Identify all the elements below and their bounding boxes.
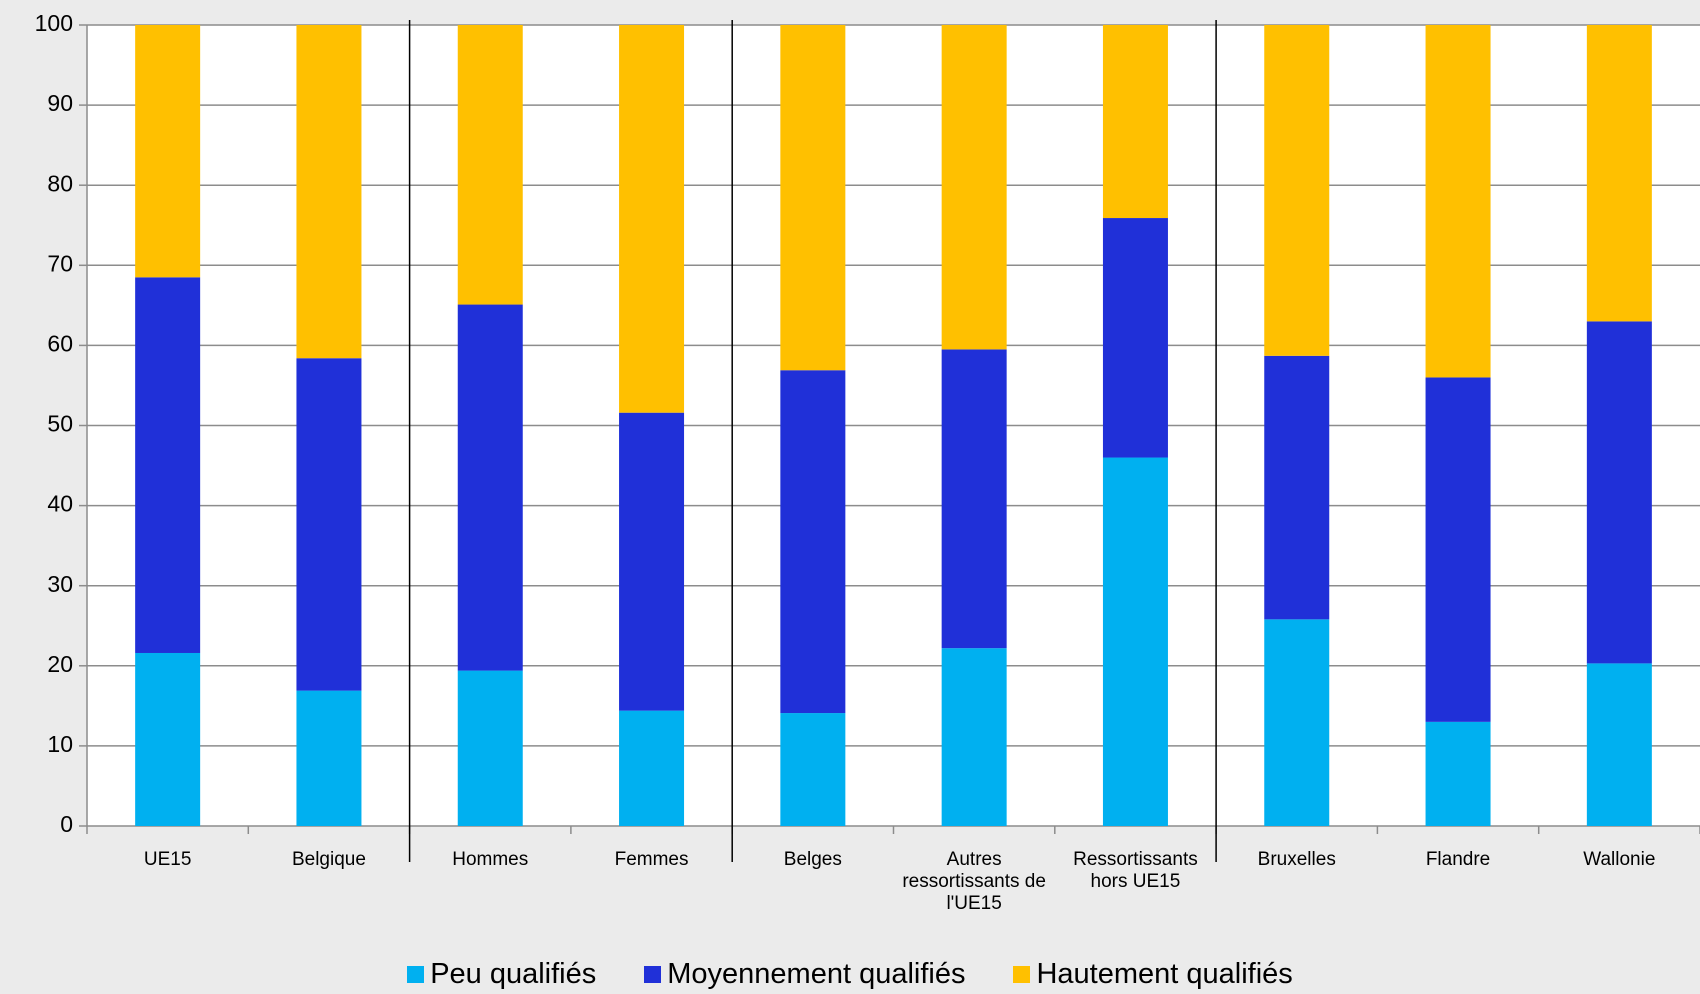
legend-label: Hautement qualifiés	[1036, 958, 1293, 990]
x-tick-label: Wallonie	[1583, 849, 1656, 870]
bar-segment	[1425, 721, 1491, 826]
x-tick-label: Belgique	[291, 849, 366, 870]
bar-segment	[1425, 25, 1491, 378]
bar-segment	[1264, 25, 1330, 356]
legend-item: Peu qualifiés	[407, 958, 596, 991]
bar-segment	[1102, 218, 1168, 458]
legend-item: Hautement qualifiés	[1013, 958, 1293, 991]
y-tick-label: 70	[47, 250, 73, 276]
bar-segment	[1102, 25, 1168, 219]
legend-label: Moyennement qualifiés	[667, 958, 966, 990]
legend-swatch	[644, 966, 662, 983]
bar-segment	[1425, 377, 1491, 722]
y-tick-label: 80	[47, 170, 73, 196]
bar-segment	[1586, 25, 1652, 322]
bar-segment	[619, 710, 685, 826]
x-tick-label: UE15	[143, 849, 192, 870]
bar-segment	[135, 277, 201, 653]
bar-segment	[296, 690, 362, 826]
bar-segment	[135, 652, 201, 826]
legend: Peu qualifiés Moyennement qualifiés Hautem…	[0, 958, 1700, 991]
bar-segment	[780, 370, 846, 714]
legend-swatch	[407, 966, 425, 983]
bar-segment	[941, 25, 1007, 350]
bar-segment	[1264, 619, 1330, 826]
y-tick-label: 30	[47, 571, 73, 597]
bar-segment	[1586, 321, 1652, 664]
y-tick-label: 50	[47, 411, 73, 437]
bar-segment	[941, 648, 1007, 826]
bar-segment	[1102, 457, 1168, 826]
x-tick-label: Bruxelles	[1257, 849, 1336, 870]
y-tick-label: 20	[47, 651, 73, 677]
y-tick-label: 60	[47, 330, 73, 356]
bar-segment	[296, 358, 362, 691]
y-tick-label: 100	[35, 10, 73, 36]
x-tick-label: Hommes	[452, 849, 529, 870]
bar-segment	[619, 25, 685, 413]
x-tick-label: Femmes	[614, 849, 689, 870]
x-tick-label: Belges	[783, 849, 842, 870]
y-tick-label: 90	[47, 90, 73, 116]
bar-segment	[457, 25, 523, 305]
x-tick-label: Flandre	[1425, 849, 1491, 870]
bar-segment	[619, 412, 685, 711]
x-tick-label: Autres ressortissants de l'UE15	[902, 849, 1046, 914]
legend-swatch	[1013, 966, 1031, 983]
y-tick-label: 10	[47, 731, 73, 757]
y-tick-label: 0	[60, 811, 73, 837]
bar-segment	[457, 304, 523, 671]
bar-segment	[1264, 355, 1330, 620]
x-tick-label: Ressortissants hors UE15	[1073, 849, 1198, 892]
bar-segment	[296, 25, 362, 359]
legend-label: Peu qualifiés	[430, 958, 597, 990]
bar-segment	[1586, 663, 1652, 826]
y-tick-label: 40	[47, 491, 73, 517]
bar-segment	[457, 670, 523, 826]
bar-segment	[941, 349, 1007, 649]
legend-item: Moyennement qualifiés	[644, 958, 965, 991]
bar-segment	[135, 25, 201, 278]
bar-segment	[780, 25, 846, 371]
bar-segment	[780, 713, 846, 826]
